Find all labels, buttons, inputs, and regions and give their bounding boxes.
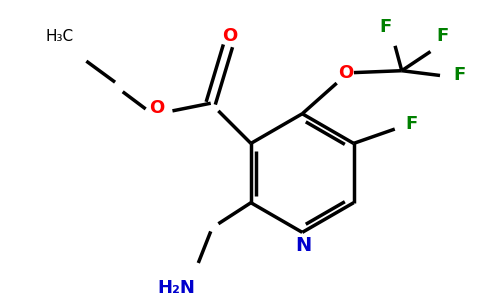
- Text: O: O: [338, 64, 353, 82]
- Text: O: O: [150, 99, 165, 117]
- Text: H₃C: H₃C: [45, 29, 74, 44]
- Text: F: F: [437, 27, 449, 45]
- Text: F: F: [453, 67, 465, 85]
- Text: O: O: [222, 27, 238, 45]
- Text: F: F: [379, 18, 392, 36]
- Text: H₂N: H₂N: [157, 279, 195, 297]
- Text: F: F: [405, 115, 417, 133]
- Text: N: N: [295, 236, 311, 255]
